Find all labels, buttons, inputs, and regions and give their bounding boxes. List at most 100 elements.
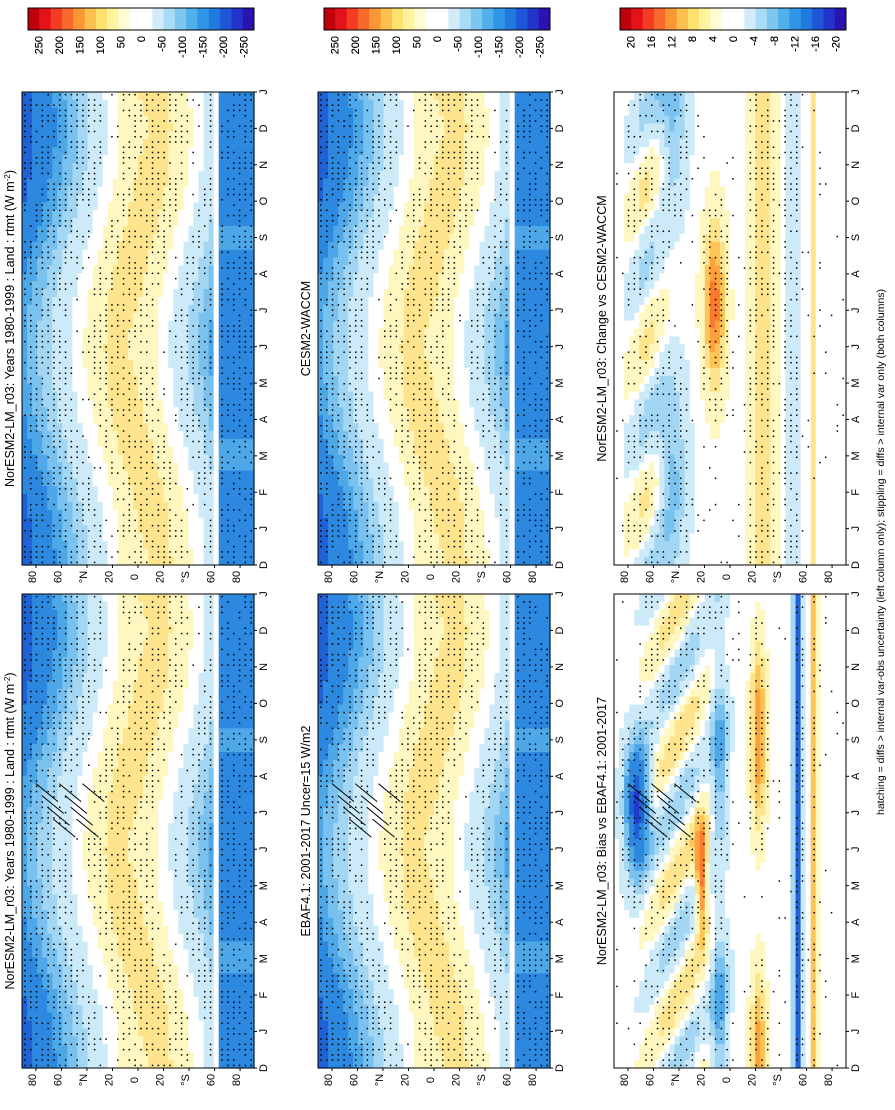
heatmap-cell	[98, 602, 104, 611]
heatmap-cell	[143, 807, 149, 816]
stipple-dot	[134, 996, 136, 998]
heatmap-cell	[22, 226, 28, 234]
stipple-dot	[152, 649, 154, 651]
stipple-dot	[71, 928, 73, 930]
stipple-dot	[65, 749, 67, 751]
heatmap-cell	[22, 502, 28, 510]
stipple-dot	[140, 643, 142, 645]
heatmap-cell	[199, 665, 205, 674]
stipple-dot	[134, 649, 136, 651]
stipple-dot	[129, 775, 131, 777]
heatmap-cell	[173, 736, 179, 745]
heatmap-cell	[204, 641, 210, 650]
heatmap-cell	[118, 1013, 124, 1022]
stipple-dot	[239, 675, 241, 677]
heatmap-cell	[239, 855, 245, 864]
heatmap-cell	[123, 1036, 129, 1045]
stipple-dot	[36, 843, 38, 845]
stipple-dot	[181, 1054, 183, 1056]
heatmap-cell	[57, 871, 63, 880]
heatmap-cell	[83, 942, 89, 951]
stipple-dot	[227, 801, 229, 803]
heatmap-cell	[22, 823, 28, 832]
heatmap-cell	[98, 855, 104, 864]
heatmap-cell	[27, 376, 33, 384]
heatmap-cell	[173, 713, 179, 722]
stipple-dot	[210, 875, 212, 877]
heatmap-cell	[118, 910, 124, 919]
heatmap-cell	[103, 871, 109, 880]
stipple-dot	[100, 891, 102, 893]
heatmap-cell	[42, 360, 48, 368]
heatmap-cell	[42, 384, 48, 392]
stipple-dot	[105, 764, 107, 766]
heatmap-cell	[153, 760, 159, 769]
heatmap-cell	[239, 649, 245, 658]
heatmap-cell	[103, 697, 109, 706]
heatmap-cell	[138, 965, 144, 974]
heatmap-cell	[133, 768, 139, 777]
heatmap-cell	[47, 447, 53, 455]
stipple-dot	[71, 712, 73, 714]
heatmap-cell	[153, 926, 159, 935]
stipple-dot	[140, 817, 142, 819]
heatmap-cell	[158, 792, 164, 801]
stipple-dot	[42, 617, 44, 619]
heatmap-cell	[98, 1013, 104, 1022]
heatmap-cell	[113, 981, 119, 990]
heatmap-cell	[103, 792, 109, 801]
heatmap-cell	[183, 657, 189, 666]
stipple-dot	[30, 696, 32, 698]
stipple-dot	[76, 1065, 78, 1067]
heatmap-cell	[32, 736, 38, 745]
heatmap-cell	[22, 886, 28, 895]
heatmap-cell	[42, 1005, 48, 1014]
stipple-dot	[111, 880, 113, 882]
stipple-dot	[146, 749, 148, 751]
stipple-dot	[59, 907, 61, 909]
heatmap-cell	[22, 447, 28, 455]
heatmap-cell	[93, 815, 99, 824]
stipple-dot	[227, 838, 229, 840]
stipple-dot	[134, 1001, 136, 1003]
heatmap-cell	[67, 950, 73, 959]
heatmap-cell	[57, 463, 63, 471]
stipple-dot	[152, 807, 154, 809]
heatmap-cell	[42, 1013, 48, 1022]
heatmap-cell	[32, 533, 38, 541]
heatmap-cell	[27, 218, 33, 226]
heatmap-cell	[204, 744, 210, 753]
heatmap-cell	[178, 989, 184, 998]
stipple-dot	[134, 896, 136, 898]
heatmap-cell	[52, 368, 58, 376]
stipple-dot	[65, 954, 67, 956]
heatmap-cell	[83, 649, 89, 658]
heatmap-cell	[163, 997, 169, 1006]
stipple-dot	[227, 970, 229, 972]
stipple-dot	[227, 833, 229, 835]
heatmap-cell	[57, 533, 63, 541]
stipple-dot	[239, 733, 241, 735]
heatmap-cell	[72, 713, 78, 722]
heatmap-cell	[62, 910, 68, 919]
heatmap-cell	[214, 736, 220, 745]
stipple-dot	[47, 643, 49, 645]
heatmap-cell	[118, 602, 124, 611]
stipple-dot	[105, 759, 107, 761]
heatmap-cell	[219, 665, 225, 674]
stipple-dot	[129, 707, 131, 709]
heatmap-cell	[52, 407, 58, 415]
heatmap-cell	[22, 918, 28, 927]
heatmap-cell	[118, 752, 124, 761]
heatmap-cell	[83, 618, 89, 627]
stipple-dot	[94, 680, 96, 682]
heatmap-cell	[103, 602, 109, 611]
stipple-dot	[129, 901, 131, 903]
lat-tick-label: °N	[78, 1074, 90, 1086]
heatmap-cell	[67, 760, 73, 769]
stipple-dot	[210, 880, 212, 882]
heatmap-cell	[32, 116, 38, 124]
stipple-dot	[24, 622, 26, 624]
heatmap-cell	[118, 1021, 124, 1030]
heatmap-cell	[27, 728, 33, 737]
